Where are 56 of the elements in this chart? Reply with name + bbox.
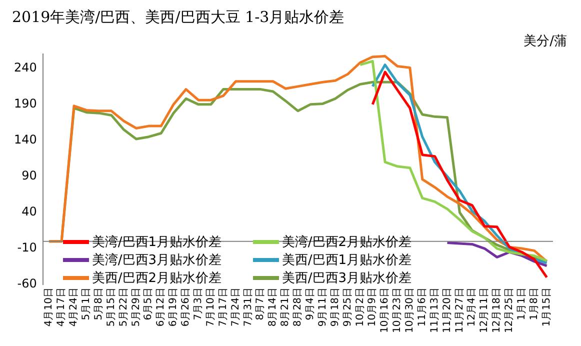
x-tick-label: 10月16日 (380, 288, 391, 334)
x-tick-label: 7月31日 (242, 288, 254, 327)
x-tick-label: 8月14日 (268, 288, 279, 327)
legend-label: 美西/巴西2月贴水价差 (92, 270, 222, 288)
legend-label: 美西/巴西3月贴水价差 (282, 270, 412, 288)
x-tick-label: 5月15日 (106, 288, 117, 327)
x-tick-label: 8月28日 (292, 288, 304, 327)
x-tick-label: 1月8日 (528, 288, 540, 320)
x-tick-label: 8月21日 (280, 288, 292, 327)
x-tick-label: 5月1日 (81, 288, 92, 320)
x-tick-label: 10月9日 (367, 288, 378, 327)
y-tick-label: 190 (14, 96, 37, 111)
x-tick-label: 12月11日 (479, 288, 490, 334)
y-tick-label: 140 (14, 132, 37, 147)
x-tick-label: 12月25日 (504, 288, 516, 334)
legend-label: 美西/巴西1月贴水价差 (282, 252, 412, 270)
y-tick-label: 240 (14, 60, 37, 75)
x-tick-label: 5月8日 (93, 288, 104, 320)
x-tick-label: 7月24日 (230, 288, 242, 327)
x-tick-label: 5月22日 (118, 288, 130, 327)
x-tick-label: 4月10日 (44, 288, 55, 327)
x-tick-label: 11月6日 (416, 288, 428, 327)
legend-label: 美湾/巴西2月贴水价差 (282, 234, 412, 252)
x-tick-label: 12月4日 (466, 288, 478, 327)
x-tick-label: 4月24日 (68, 288, 80, 327)
x-tick-label: 9月4日 (304, 288, 316, 320)
x-tick-label: 7月17日 (218, 288, 229, 327)
x-tick-label: 4月17日 (56, 288, 68, 327)
x-tick-label: 10月2日 (354, 288, 366, 327)
chart-title: 2019年美湾/巴西、美西/巴西大豆 1-3月贴水价差 (11, 8, 346, 28)
x-tick-label: 5月29日 (130, 288, 142, 327)
x-tick-label: 11月27日 (454, 288, 466, 334)
x-tick-label: 6月12日 (156, 288, 167, 327)
x-tick-label: 12月18日 (492, 288, 503, 334)
x-tick-label: 6月19日 (168, 288, 180, 327)
x-tick-label: 8月7日 (255, 288, 266, 320)
x-tick-label: 10月30日 (404, 288, 416, 334)
x-tick-label: 9月18日 (330, 288, 341, 327)
x-tick-label: 7月10日 (205, 288, 216, 327)
x-tick-label: 7月3日 (193, 288, 204, 320)
x-tick-label: 6月5日 (143, 288, 154, 320)
x-tick-label: 11月20日 (442, 288, 453, 334)
x-tick-label: 9月25日 (342, 288, 354, 327)
legend-label: 美湾/巴西3月贴水价差 (92, 252, 222, 270)
y-tick-label: 40 (22, 204, 37, 219)
y-axis-title: 美分/蒲 (524, 33, 567, 50)
y-tick-label: -60 (17, 276, 37, 291)
x-tick-label: 11月13日 (429, 288, 440, 334)
y-tick-label: -10 (17, 240, 37, 255)
y-tick-label: 90 (22, 168, 37, 183)
x-tick-label: 9月11日 (317, 288, 328, 327)
x-tick-label: 10月23日 (392, 288, 404, 334)
x-tick-label: 1月15日 (541, 288, 552, 327)
x-tick-label: 1月1日 (516, 288, 528, 320)
legend-label: 美湾/巴西1月贴水价差 (92, 234, 222, 252)
x-tick-label: 6月26日 (180, 288, 192, 327)
